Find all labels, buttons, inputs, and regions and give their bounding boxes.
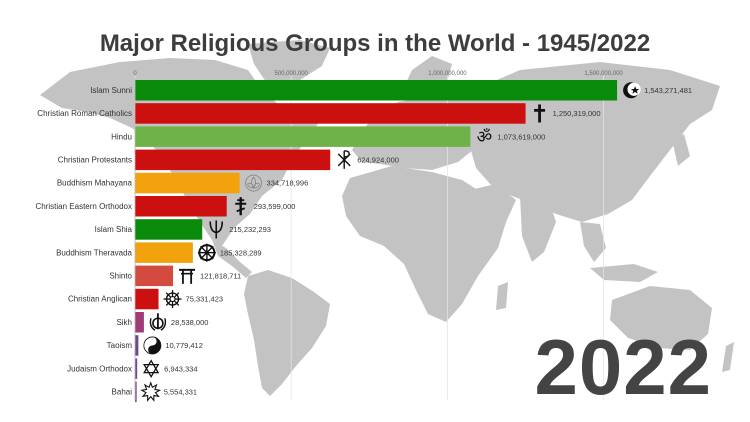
torii-icon [179, 268, 196, 284]
value-label: 185,328,289 [220, 248, 262, 257]
x-tick-label: 1,500,000,000 [584, 71, 623, 77]
bar [135, 103, 526, 124]
latin-cross-icon [534, 104, 546, 123]
chart-title: Major Religious Groups in the World - 19… [99, 30, 651, 57]
bar [135, 172, 240, 194]
category-label: Hindu [111, 132, 132, 141]
x-tick-label: 1,000,000,000 [428, 71, 467, 77]
value-label: 215,232,293 [229, 225, 271, 234]
category-label: Islam Shia [95, 225, 133, 234]
category-label: Bahai [112, 387, 133, 396]
orthodox-cross-icon [235, 197, 247, 216]
nine-pointed-star-icon [140, 381, 162, 402]
bar [135, 358, 138, 379]
value-label: 6,943,334 [164, 364, 197, 373]
svg-text:ॐ: ॐ [477, 128, 493, 148]
value-label: 1,543,271,481 [644, 86, 692, 95]
category-label: Christian Roman Catholics [37, 109, 132, 118]
category-label: Islam Sunni [90, 86, 132, 95]
dharma-wheel-icon [197, 243, 216, 262]
year-label: 2022 [534, 323, 712, 411]
value-label: 624,924,000 [357, 155, 399, 164]
value-label: 293,599,000 [254, 202, 296, 211]
lotus-icon [245, 174, 263, 192]
category-label: Taoism [107, 341, 133, 350]
x-tick-label: 0 [133, 71, 137, 77]
khanda-icon [149, 313, 167, 331]
value-label: 1,250,319,000 [553, 109, 601, 118]
bar [135, 265, 174, 287]
category-label: Christian Eastern Orthodox [36, 202, 133, 211]
bar [135, 149, 331, 171]
crescent-star-icon [623, 82, 641, 99]
om-icon: ॐ [477, 128, 493, 148]
category-label: Christian Protestants [58, 155, 132, 164]
category-label: Shinto [109, 271, 132, 280]
bar [135, 312, 144, 333]
value-label: 1,073,619,000 [497, 132, 545, 141]
bar [135, 242, 193, 263]
bar [135, 335, 139, 356]
value-label: 334,718,996 [267, 179, 309, 188]
bar [135, 219, 203, 240]
yin-yang-icon [143, 336, 162, 355]
value-label: 10,779,412 [165, 341, 203, 350]
compass-rose-icon [163, 290, 182, 309]
bar [135, 288, 159, 310]
bar [135, 196, 227, 217]
category-label: Buddhism Theravada [56, 248, 132, 257]
category-label: Sikh [116, 318, 132, 327]
value-label: 28,538,000 [171, 318, 209, 327]
bar [135, 126, 471, 147]
value-label: 121,818,711 [200, 271, 241, 280]
star-of-david-icon [143, 359, 160, 378]
zulfiqar-icon [209, 220, 224, 239]
x-tick-label: 500,000,000 [275, 71, 309, 77]
chi-rho-icon [337, 150, 351, 169]
category-label: Christian Anglican [68, 295, 132, 304]
category-label: Judaism Orthodox [67, 364, 132, 373]
value-label: 75,331,423 [186, 295, 224, 304]
bar [135, 80, 618, 101]
category-label: Buddhism Mahayana [57, 179, 133, 188]
value-label: 5,554,331 [164, 387, 197, 396]
bar [135, 381, 137, 403]
